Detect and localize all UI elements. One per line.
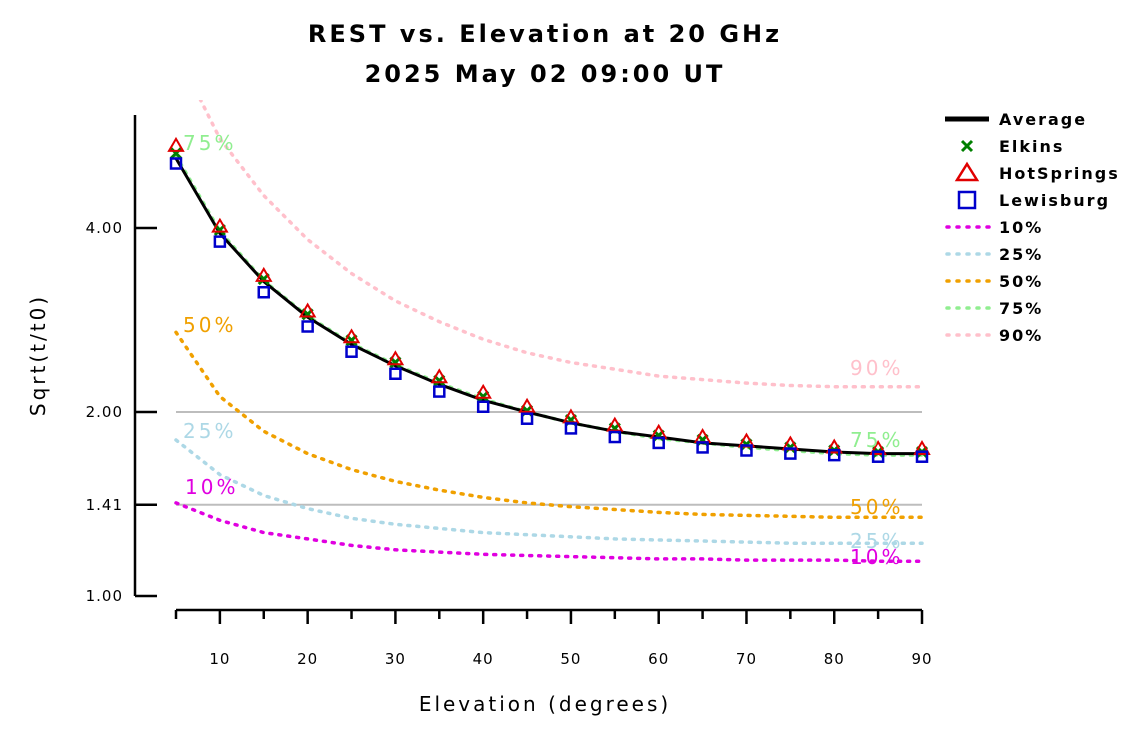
data-point-lewisburg	[433, 385, 446, 398]
data-point-lewisburg	[740, 444, 753, 457]
y-tick-label: 2.00	[86, 403, 123, 421]
data-point-hotsprings	[342, 328, 361, 344]
data-point-hotsprings	[430, 368, 449, 384]
legend: Average Elkins HotSprings Lewisburg 10% 25% 50…	[945, 110, 1120, 345]
data-point-hotsprings	[518, 397, 536, 413]
x-tick-label: 60	[648, 650, 669, 668]
annotation-label: 50%	[183, 313, 236, 337]
data-point-hotsprings	[211, 217, 229, 233]
data-point-lewisburg	[696, 441, 709, 454]
data-point-lewisburg	[652, 436, 665, 450]
data-point-hotsprings	[255, 266, 273, 282]
legend-label: 25%	[999, 245, 1043, 264]
annotation-label: 10%	[850, 545, 903, 569]
chart-title: REST vs. Elevation at 20 GHz	[308, 20, 782, 48]
data-point-hotsprings	[606, 416, 624, 432]
data-point-lewisburg	[520, 412, 534, 425]
data-point-lewisburg	[564, 422, 578, 435]
series-annotations: 75%50%25%10%90%75%50%25%10%	[183, 131, 903, 569]
x-tick-label: 50	[560, 650, 581, 668]
x-tick-label: 90	[911, 650, 932, 668]
legend-swatch	[954, 161, 980, 182]
legend-label: Average	[999, 110, 1087, 129]
legend-label: 75%	[999, 299, 1043, 318]
x-tick-label: 70	[736, 650, 757, 668]
data-point-hotsprings	[474, 383, 492, 399]
legend-label: 90%	[999, 326, 1043, 345]
chart-subtitle: 2025 May 02 09:00 UT	[365, 60, 726, 88]
series-line-p90	[198, 100, 924, 389]
x-axis-label: Elevation (degrees)	[419, 692, 671, 716]
legend-label: 10%	[999, 218, 1043, 237]
legend-swatch	[960, 139, 974, 153]
data-point-lewisburg	[257, 286, 271, 299]
series-line-p25	[174, 438, 924, 545]
data-point-lewisburg	[871, 450, 885, 463]
data-point-lewisburg	[213, 235, 227, 248]
data-point-hotsprings	[825, 438, 843, 454]
y-axis-label: Sqrt(t/t0)	[26, 294, 50, 416]
annotation-label: 25%	[183, 419, 236, 443]
data-point-lewisburg	[389, 367, 402, 380]
data-point-hotsprings	[913, 439, 931, 455]
annotation-label: 10%	[185, 475, 238, 499]
data-point-lewisburg	[827, 448, 841, 462]
data-point-hotsprings	[298, 302, 317, 318]
data-point-hotsprings	[869, 439, 887, 455]
data-point-lewisburg	[476, 400, 490, 413]
annotation-label: 75%	[183, 131, 236, 155]
y-tick-label: 4.00	[86, 219, 123, 237]
data-point-hotsprings	[386, 350, 405, 366]
x-tick-label: 30	[385, 650, 406, 668]
data-point-lewisburg	[301, 320, 314, 333]
x-tick-label: 10	[209, 650, 230, 668]
series-line-p50	[174, 330, 924, 520]
y-tick-label: 1.41	[86, 496, 123, 514]
annotation-label: 75%	[850, 428, 903, 452]
data-point-lewisburg	[784, 447, 797, 460]
data-point-lewisburg	[169, 157, 183, 170]
reference-lines	[176, 411, 922, 506]
annotation-label: 90%	[850, 356, 903, 380]
x-tick-label: 80	[824, 650, 845, 668]
series-layer	[167, 100, 931, 563]
series-line-average	[174, 157, 922, 456]
axes: 1.00 1.41 2.00 4.00 10 20 30 40 50 60 70 80 90	[86, 115, 932, 668]
x-tick-label: 40	[473, 650, 494, 668]
legend-label: Elkins	[999, 137, 1064, 156]
x-tick-label: 20	[297, 650, 318, 668]
data-point-lewisburg	[915, 450, 929, 463]
data-point-lewisburg	[345, 345, 358, 358]
series-line-p75	[174, 154, 924, 457]
data-point-lewisburg	[608, 430, 622, 444]
legend-label: HotSprings	[999, 164, 1120, 183]
legend-label: 50%	[999, 272, 1043, 291]
legend-swatch	[957, 190, 977, 210]
data-point-hotsprings	[167, 136, 185, 152]
legend-label: Lewisburg	[999, 191, 1110, 210]
y-tick-label: 1.00	[86, 587, 123, 605]
annotation-label: 25%	[850, 529, 903, 553]
series-line-p10	[174, 501, 924, 563]
annotation-label: 50%	[850, 495, 903, 519]
